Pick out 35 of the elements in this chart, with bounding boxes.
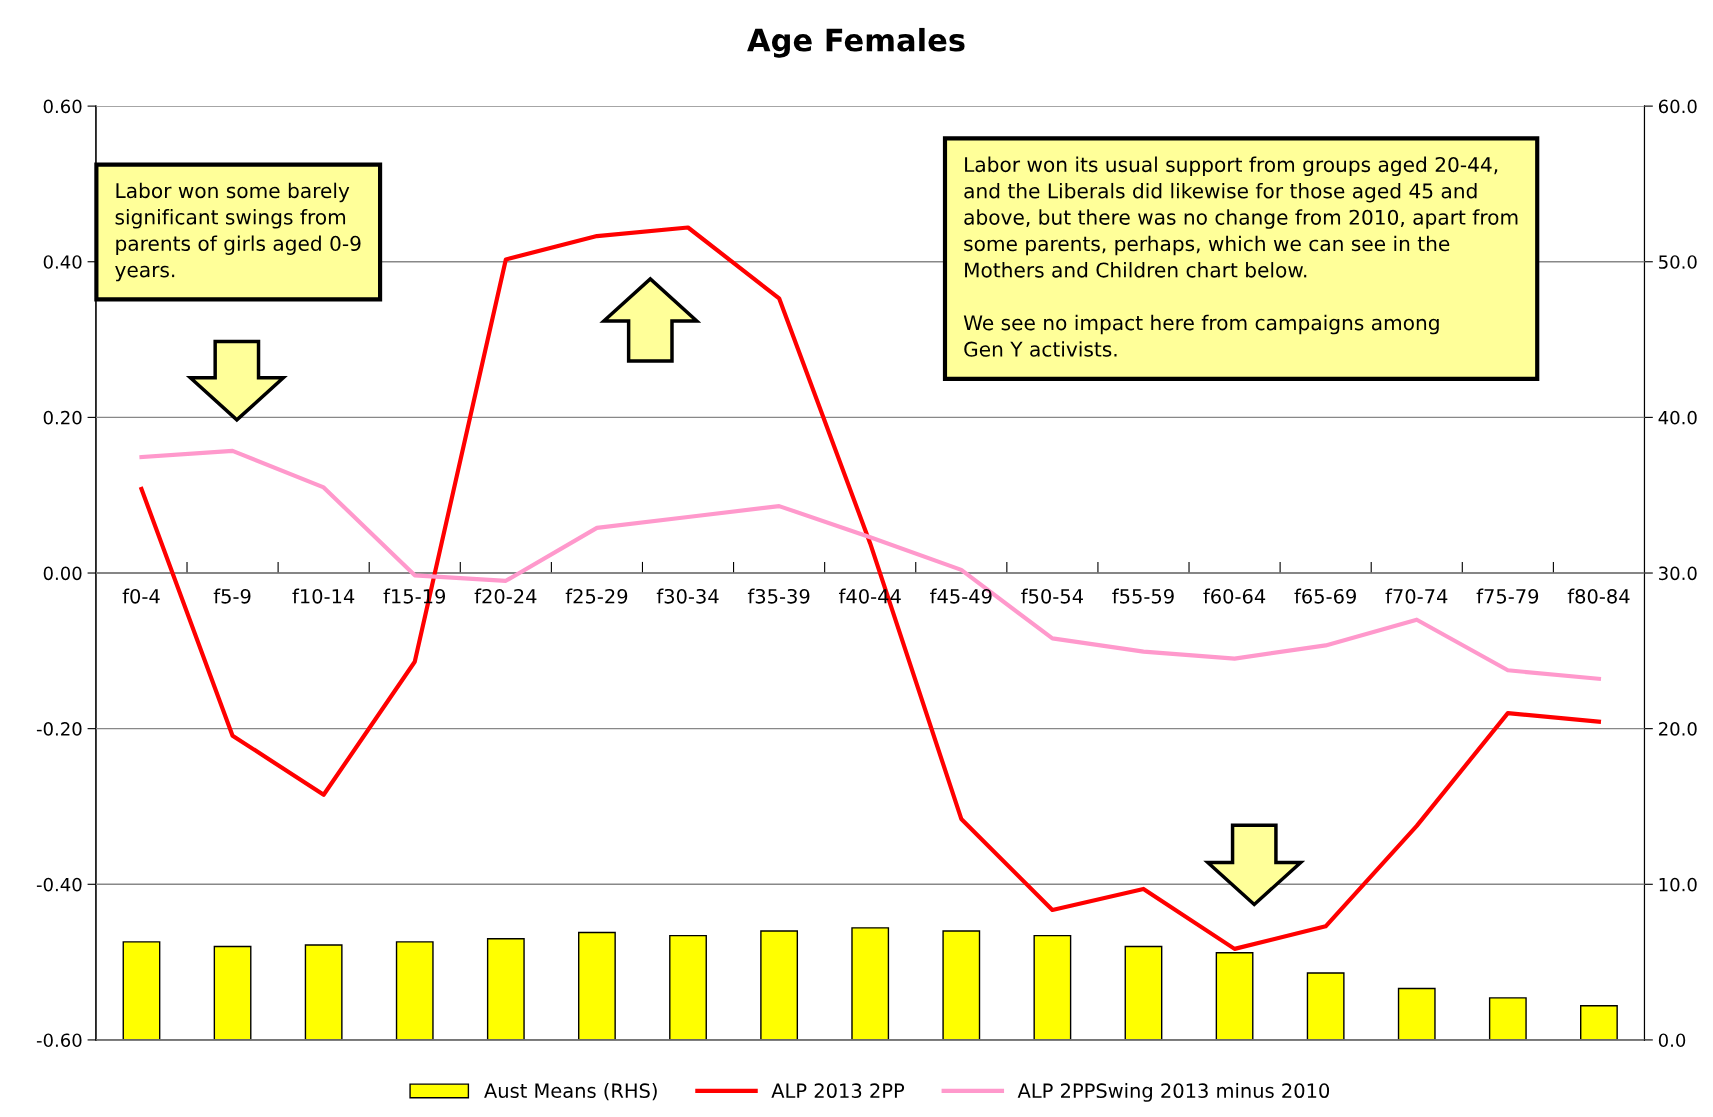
x-tick-label: f35-39 <box>747 588 810 604</box>
y-tick-label: -0.60 <box>36 1033 82 1048</box>
x-tick-label: f65-69 <box>1294 588 1356 604</box>
legend-label: ALP 2013 2PP <box>771 1083 905 1099</box>
y-tick-label: -0.40 <box>36 877 82 892</box>
x-tick-label: f75-79 <box>1476 588 1539 604</box>
y2-tick-label: 60.0 <box>1658 99 1697 114</box>
chart-title: Age Females <box>747 27 965 58</box>
x-tick-label: f10-14 <box>292 588 355 604</box>
y-tick-label: 0.40 <box>43 255 82 269</box>
y-tick-label: 0.00 <box>43 566 82 581</box>
x-tick-label: f50-54 <box>1021 588 1083 604</box>
x-tick-label: f60-64 <box>1203 588 1266 604</box>
y2-tick-label: 0.0 <box>1658 1033 1686 1048</box>
y2-tick-label: 10.0 <box>1659 877 1697 892</box>
y2-tick-label: 40.0 <box>1658 410 1697 425</box>
x-tick-label: f70-74 <box>1385 588 1448 604</box>
x-tick-label: f80-84 <box>1567 588 1630 604</box>
x-tick-label: f5-9 <box>213 588 251 604</box>
x-tick-label: f0-4 <box>122 588 160 604</box>
text: Labor won its usual support from groups aged 20-44, and the Liberals did likewise for those aged 45 and above, but there was no change from 2010, apart from some parents, perhaps, which we can see in the Mothers and Children chart below. We see no impact here from campaigns among Gen Y activists. <box>963 156 1518 357</box>
y-tick-label: -0.20 <box>36 722 82 736</box>
x-tick-label: f55-59 <box>1112 588 1174 604</box>
legend-label: ALP 2PPSwing 2013 minus 2010 <box>1017 1082 1330 1102</box>
x-tick-label: f20-24 <box>474 588 537 604</box>
y2-tick-label: 50.0 <box>1659 255 1697 269</box>
x-tick-label: f45-49 <box>930 588 992 604</box>
annotation: Labor won some barely significant swings from parents of girls aged 0-9 years. <box>115 182 361 282</box>
legend-label: Aust Means (RHS) <box>484 1083 657 1101</box>
y2-tick-label: 20.0 <box>1659 722 1697 736</box>
x-tick-label: f30-34 <box>656 588 719 604</box>
x-tick-label: f25-29 <box>565 588 628 604</box>
y-tick-label: 0.60 <box>43 99 82 114</box>
y2-tick-label: 30.0 <box>1659 566 1697 581</box>
y-tick-label: 0.20 <box>43 410 82 425</box>
